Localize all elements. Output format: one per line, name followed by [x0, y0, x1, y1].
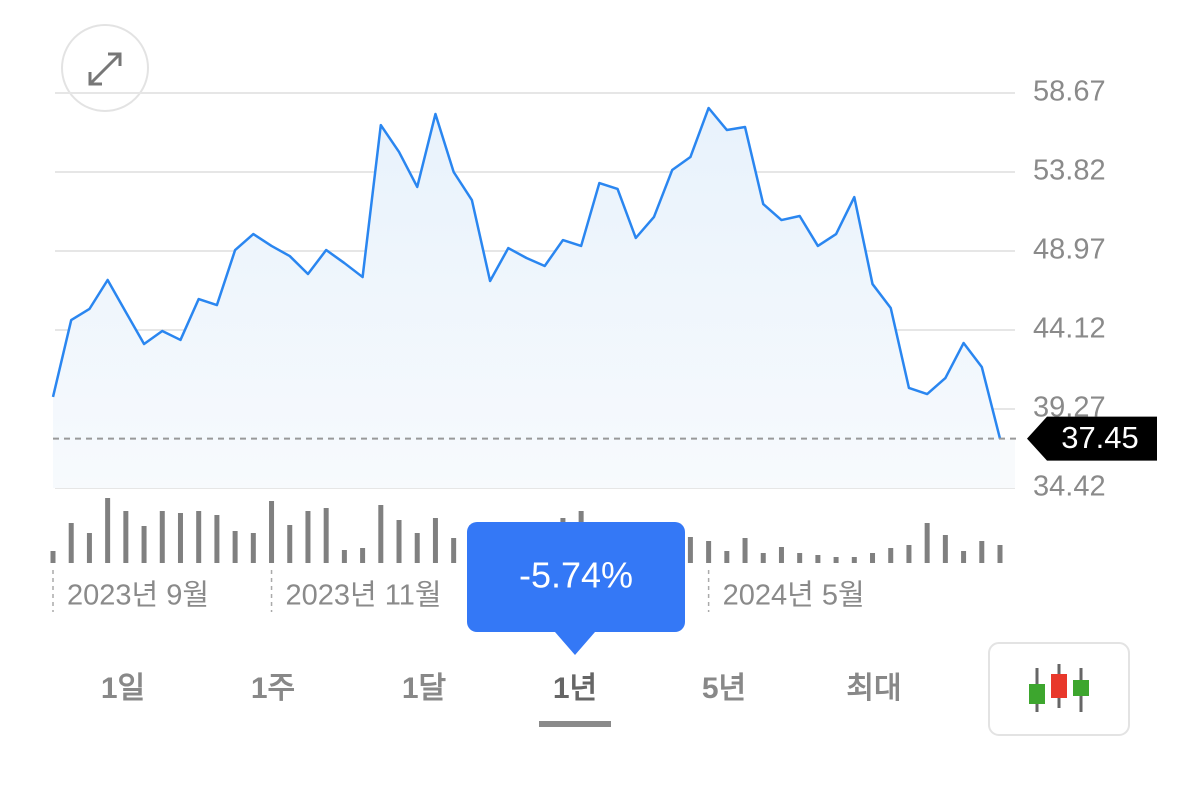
range-tab[interactable]: 1주 [251, 672, 295, 705]
candlestick-toggle[interactable] [988, 642, 1130, 736]
range-tab[interactable]: 최대 [846, 672, 901, 705]
volume-bar [888, 548, 894, 563]
volume-bar [451, 538, 457, 563]
selected-tab-underline [539, 721, 611, 727]
volume-bar [105, 498, 111, 563]
volume-bar [979, 541, 985, 563]
volume-bar [414, 533, 420, 563]
volume-bar [141, 526, 147, 563]
volume-bar [68, 523, 74, 563]
expand-button[interactable] [61, 24, 149, 112]
volume-bar [196, 511, 202, 563]
volume-bar [797, 553, 803, 563]
range-tab[interactable]: 5년 [702, 672, 746, 705]
x-tick-label: 2023년 11월 [286, 579, 442, 612]
y-tick-label: 44.12 [1033, 313, 1106, 345]
volume-bar [177, 513, 183, 563]
volume-bar [760, 553, 766, 563]
y-tick-label: 58.67 [1033, 76, 1106, 108]
range-tab[interactable]: 1일 [101, 672, 145, 705]
volume-bar [214, 515, 220, 563]
volume-bar [815, 555, 821, 563]
volume-bar [724, 551, 730, 563]
volume-bar [341, 550, 347, 563]
volume-bar [924, 523, 930, 563]
range-tab[interactable]: 1년 [553, 672, 597, 705]
x-tick-label: 2024년 5월 [723, 579, 865, 612]
volume-bar [942, 535, 948, 563]
volume-bar [250, 533, 256, 563]
volume-bar [305, 511, 311, 563]
volume-bar [870, 553, 876, 563]
last-price-label: 37.45 [1061, 420, 1139, 455]
volume-bar [360, 548, 366, 563]
volume-bar [742, 538, 748, 563]
y-tick-label: 34.42 [1033, 471, 1106, 503]
price-line [51, 106, 1002, 439]
volume-bar [269, 501, 275, 563]
area-fill [53, 107, 1000, 488]
volume-bar [851, 557, 857, 563]
volume-bar [159, 511, 165, 563]
x-tick-label: 2023년 9월 [67, 579, 209, 612]
volume-bar [687, 537, 693, 563]
volume-bar [396, 520, 402, 563]
volume-bar [323, 508, 329, 563]
volume-bar [997, 545, 1003, 563]
volume-bar [961, 551, 967, 563]
volume-bar [706, 541, 712, 563]
volume-bar [287, 525, 293, 563]
volume-bar [232, 531, 238, 563]
volume-bar [378, 505, 384, 563]
range-tab[interactable]: 1달 [402, 672, 447, 705]
volume-bar [432, 518, 438, 563]
tooltip-text: -5.74% [519, 555, 633, 596]
volume-bar [86, 533, 92, 563]
volume-bar [123, 511, 129, 563]
y-tick-label: 48.97 [1033, 234, 1106, 266]
volume-bar [833, 557, 839, 563]
y-tick-label: 53.82 [1033, 155, 1106, 187]
volume-bar [906, 545, 912, 563]
volume-bar [50, 551, 56, 563]
tooltip: -5.74% [467, 522, 685, 655]
last-price-tag [1027, 416, 1157, 461]
volume-bar [778, 547, 784, 563]
